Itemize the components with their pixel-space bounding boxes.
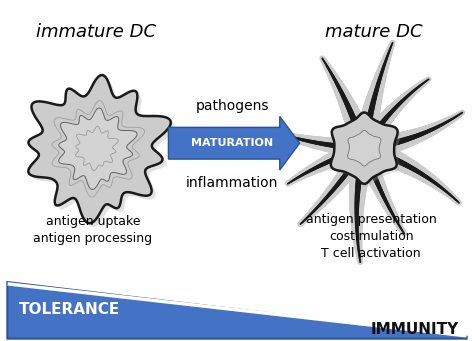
Text: inflammation: inflammation (186, 176, 278, 190)
Text: pathogens: pathogens (195, 99, 269, 113)
Polygon shape (59, 108, 137, 190)
Polygon shape (347, 130, 381, 166)
Polygon shape (334, 116, 401, 187)
Text: TOLERANCE: TOLERANCE (19, 302, 120, 317)
Text: MATURATION: MATURATION (191, 138, 273, 148)
Polygon shape (331, 113, 398, 184)
Text: mature DC: mature DC (325, 23, 423, 41)
Text: antigen uptake: antigen uptake (46, 215, 140, 228)
Text: immature DC: immature DC (36, 23, 156, 41)
Text: costimulation: costimulation (329, 230, 413, 243)
Text: antigen presentation: antigen presentation (306, 213, 437, 226)
Polygon shape (168, 116, 300, 170)
Polygon shape (8, 282, 466, 339)
Polygon shape (32, 79, 175, 227)
Text: antigen processing: antigen processing (33, 232, 153, 245)
Polygon shape (28, 75, 171, 223)
Text: T cell activation: T cell activation (321, 247, 421, 260)
Text: IMMUNITY: IMMUNITY (371, 322, 459, 337)
